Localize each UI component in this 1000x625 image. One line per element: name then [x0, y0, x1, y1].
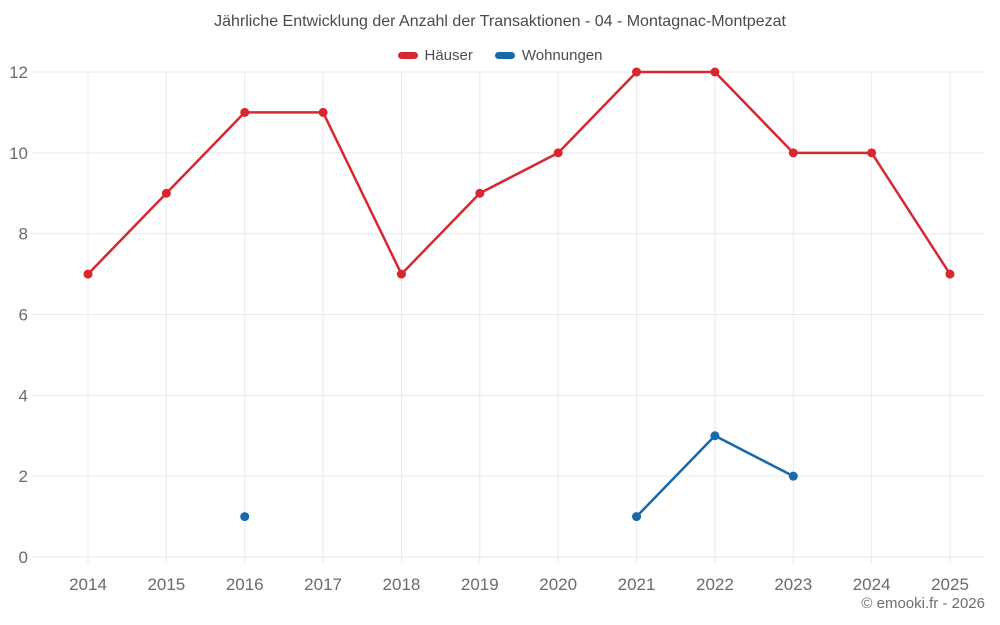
y-axis-tick-label: 8 — [19, 225, 28, 244]
data-point-häuser — [318, 107, 328, 117]
chart-title: Jährliche Entwicklung der Anzahl der Tra… — [214, 13, 786, 30]
x-axis-tick-label: 2020 — [539, 575, 577, 594]
data-point-häuser — [475, 188, 485, 198]
data-point-häuser — [240, 107, 250, 117]
legend-label: Häuser — [424, 47, 473, 64]
data-point-wohnungen — [710, 431, 720, 441]
legend-swatch-icon — [397, 52, 418, 59]
x-axis-tick-label: 2019 — [461, 575, 499, 594]
chart-legend: Häuser Wohnungen — [0, 47, 1000, 64]
y-axis-tick-label: 12 — [9, 63, 28, 82]
legend-swatch-icon — [494, 52, 515, 59]
data-point-wohnungen — [788, 471, 798, 481]
x-axis-tick-label: 2018 — [383, 575, 421, 594]
x-axis-tick-label: 2017 — [304, 575, 342, 594]
x-axis-tick-label: 2025 — [931, 575, 969, 594]
data-point-häuser — [945, 269, 955, 279]
x-axis-tick-label: 2024 — [853, 575, 891, 594]
data-point-häuser — [83, 269, 93, 279]
y-axis-tick-label: 0 — [19, 548, 28, 567]
legend-item-wohnungen[interactable]: Wohnungen — [494, 47, 603, 64]
y-axis-tick-label: 6 — [19, 306, 28, 325]
data-point-häuser — [632, 67, 642, 77]
x-axis-tick-label: 2022 — [696, 575, 734, 594]
data-point-häuser — [788, 148, 798, 158]
data-point-häuser — [710, 67, 720, 77]
data-point-häuser — [161, 188, 171, 198]
legend-item-häuser[interactable]: Häuser — [397, 47, 473, 64]
copyright-footer: © emooki.fr - 2026 — [861, 595, 985, 612]
y-axis-tick-label: 4 — [19, 386, 28, 405]
data-point-häuser — [396, 269, 406, 279]
x-axis-tick-label: 2014 — [69, 575, 107, 594]
data-point-häuser — [553, 148, 563, 158]
y-axis-tick-label: 10 — [9, 144, 28, 163]
series-line-häuser — [86, 70, 952, 276]
legend-label: Wohnungen — [521, 47, 603, 64]
data-point-häuser — [867, 148, 877, 158]
data-point-wohnungen — [632, 512, 642, 522]
data-point-wohnungen — [240, 512, 250, 522]
x-axis-tick-label: 2021 — [618, 575, 656, 594]
y-axis-tick-label: 2 — [19, 467, 28, 486]
x-axis-tick-label: 2023 — [774, 575, 812, 594]
x-axis-tick-label: 2015 — [147, 575, 185, 594]
x-axis-tick-label: 2016 — [226, 575, 264, 594]
